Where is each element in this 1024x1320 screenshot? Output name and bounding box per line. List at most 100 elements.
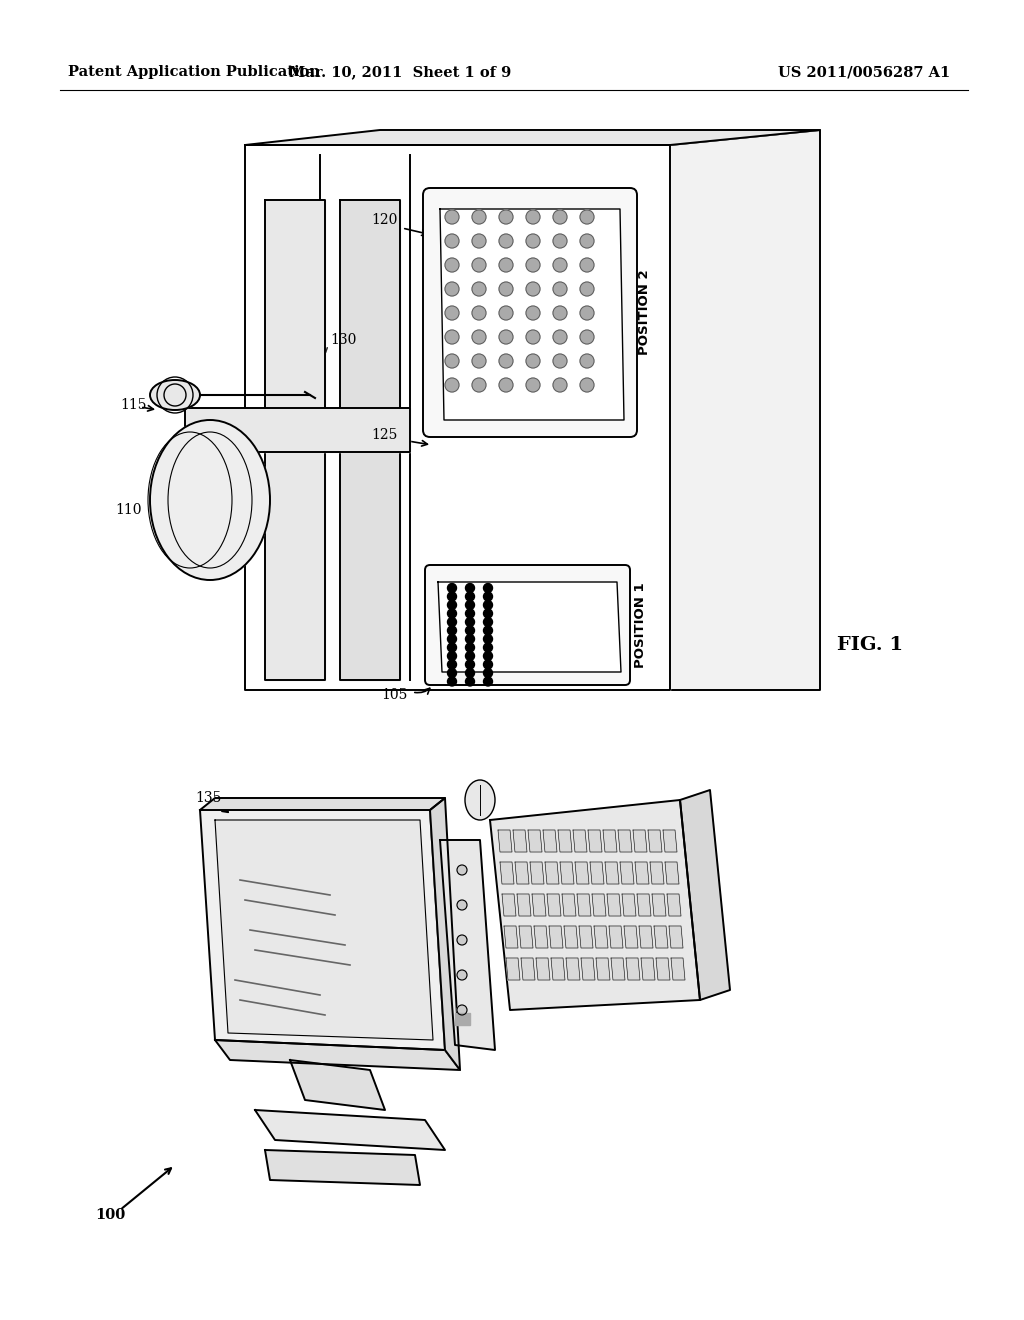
Polygon shape [560,862,574,884]
Ellipse shape [150,380,200,411]
Circle shape [553,306,567,319]
Polygon shape [498,830,512,851]
Circle shape [447,609,457,618]
Circle shape [526,354,540,368]
Circle shape [580,210,594,224]
Circle shape [447,618,457,627]
Circle shape [457,865,467,875]
Circle shape [499,330,513,345]
Polygon shape [637,894,651,916]
FancyBboxPatch shape [425,565,630,685]
Polygon shape [641,958,655,979]
Polygon shape [185,408,410,451]
Circle shape [445,210,459,224]
Circle shape [466,635,474,644]
Circle shape [483,601,493,610]
Polygon shape [620,862,634,884]
Polygon shape [605,862,618,884]
Circle shape [447,652,457,660]
Polygon shape [500,862,514,884]
Text: 105: 105 [382,688,408,702]
Polygon shape [515,862,529,884]
Text: POSITION 2: POSITION 2 [639,269,651,355]
Polygon shape [575,862,589,884]
Circle shape [553,378,567,392]
Circle shape [483,677,493,686]
Polygon shape [490,800,700,1010]
Circle shape [466,668,474,677]
Circle shape [472,234,486,248]
Circle shape [499,234,513,248]
Polygon shape [665,862,679,884]
Circle shape [466,583,474,593]
Polygon shape [528,830,542,851]
Polygon shape [521,958,535,979]
Circle shape [483,668,493,677]
Polygon shape [558,830,572,851]
Circle shape [445,330,459,345]
Circle shape [447,677,457,686]
Circle shape [472,210,486,224]
Polygon shape [603,830,617,851]
Circle shape [447,583,457,593]
Circle shape [483,626,493,635]
Circle shape [483,583,493,593]
Polygon shape [656,958,670,979]
Polygon shape [611,958,625,979]
Circle shape [447,668,457,677]
Text: 125: 125 [372,428,398,442]
Polygon shape [517,894,531,916]
Circle shape [472,330,486,345]
Circle shape [580,257,594,272]
Polygon shape [588,830,602,851]
Polygon shape [579,927,593,948]
Polygon shape [545,862,559,884]
Polygon shape [566,958,580,979]
Circle shape [466,660,474,669]
Circle shape [483,635,493,644]
Polygon shape [290,1060,385,1110]
Polygon shape [573,830,587,851]
Circle shape [445,282,459,296]
Polygon shape [245,145,670,690]
Circle shape [466,591,474,601]
Polygon shape [255,1110,445,1150]
Circle shape [457,900,467,909]
Polygon shape [549,927,563,948]
Polygon shape [200,799,445,810]
Circle shape [553,282,567,296]
Ellipse shape [465,780,495,820]
Circle shape [466,643,474,652]
Circle shape [483,643,493,652]
Circle shape [499,282,513,296]
Circle shape [447,591,457,601]
Bar [455,1012,470,1026]
Polygon shape [577,894,591,916]
Circle shape [553,354,567,368]
Circle shape [580,306,594,319]
Circle shape [580,330,594,345]
Polygon shape [506,958,520,979]
Circle shape [483,591,493,601]
Circle shape [553,330,567,345]
Circle shape [553,234,567,248]
Circle shape [499,257,513,272]
Text: 130: 130 [330,333,356,347]
Circle shape [483,660,493,669]
Text: Patent Application Publication: Patent Application Publication [68,65,319,79]
Polygon shape [215,1040,460,1071]
Polygon shape [215,820,433,1040]
Circle shape [466,609,474,618]
Polygon shape [562,894,575,916]
Circle shape [580,354,594,368]
Circle shape [526,234,540,248]
Circle shape [499,354,513,368]
Text: POSITION 1: POSITION 1 [634,582,646,668]
Circle shape [457,935,467,945]
Circle shape [472,257,486,272]
Polygon shape [530,862,544,884]
Polygon shape [635,862,649,884]
Polygon shape [622,894,636,916]
Circle shape [445,257,459,272]
Polygon shape [670,129,820,690]
